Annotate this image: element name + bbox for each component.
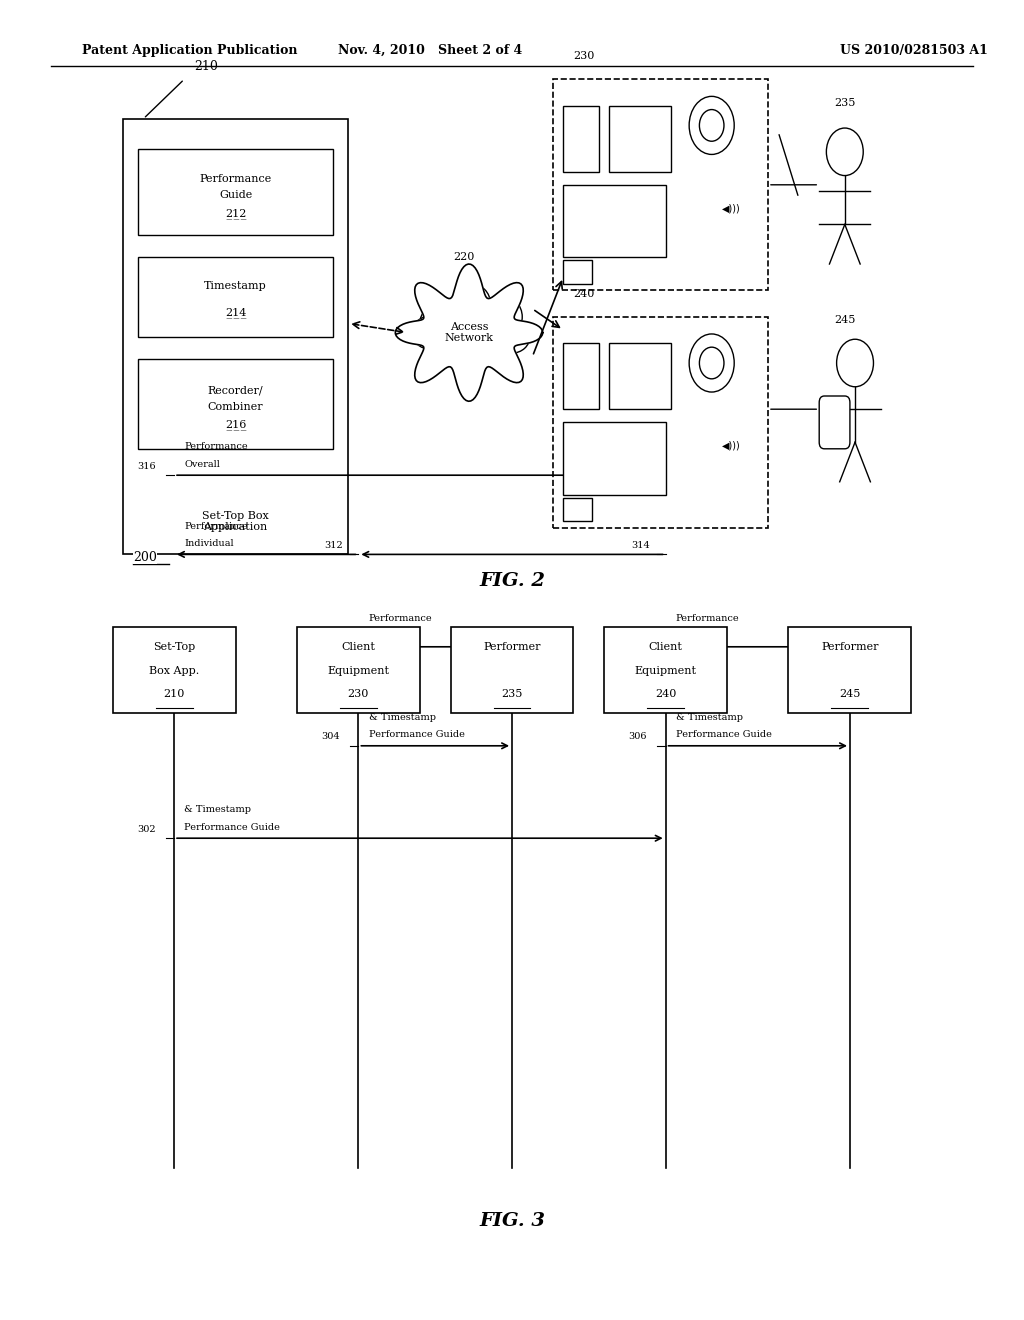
Text: FIG. 2: FIG. 2 [479, 572, 545, 590]
Text: 2̲1̲6̲: 2̲1̲6̲ [225, 420, 246, 430]
Text: Box App.: Box App. [148, 665, 200, 676]
Text: & Timestamp: & Timestamp [369, 713, 435, 722]
Text: Performance: Performance [369, 614, 432, 623]
FancyBboxPatch shape [609, 343, 671, 409]
Text: 200: 200 [133, 550, 157, 564]
Circle shape [837, 339, 873, 387]
Text: Performance: Performance [200, 174, 271, 183]
Text: Individual: Individual [369, 631, 418, 640]
FancyBboxPatch shape [563, 260, 592, 284]
Ellipse shape [436, 327, 475, 364]
Circle shape [699, 110, 724, 141]
Text: ◀))): ◀))) [722, 203, 740, 214]
Text: Recorder/: Recorder/ [208, 385, 263, 396]
Text: US 2010/0281503 A1: US 2010/0281503 A1 [840, 44, 987, 57]
FancyBboxPatch shape [563, 185, 666, 257]
Text: 306: 306 [629, 733, 647, 742]
Text: Performance: Performance [184, 442, 248, 451]
Ellipse shape [420, 304, 461, 343]
Text: Performance Guide: Performance Guide [676, 730, 772, 739]
Text: 314: 314 [632, 541, 650, 550]
Text: Performer: Performer [483, 642, 541, 652]
Circle shape [826, 128, 863, 176]
Text: & Timestamp: & Timestamp [184, 805, 251, 814]
FancyBboxPatch shape [563, 498, 592, 521]
FancyBboxPatch shape [553, 317, 768, 528]
Text: 312: 312 [325, 541, 343, 550]
Ellipse shape [494, 319, 530, 354]
Text: 235: 235 [502, 689, 522, 700]
FancyBboxPatch shape [563, 106, 599, 172]
Text: Individual: Individual [184, 539, 233, 548]
Text: 230: 230 [573, 51, 595, 62]
Text: Performance Guide: Performance Guide [184, 822, 281, 832]
Ellipse shape [481, 296, 522, 338]
Text: Equipment: Equipment [328, 665, 389, 676]
Text: 240: 240 [655, 689, 676, 700]
Text: 235: 235 [835, 98, 856, 108]
Text: Performance: Performance [676, 614, 739, 623]
Text: 302: 302 [137, 825, 156, 834]
Text: 240: 240 [573, 289, 595, 300]
Text: ◀))): ◀))) [722, 441, 740, 451]
Text: Performer: Performer [821, 642, 879, 652]
Text: FIG. 3: FIG. 3 [479, 1212, 545, 1230]
Text: 316: 316 [137, 462, 156, 471]
FancyBboxPatch shape [563, 422, 666, 495]
Text: Individual: Individual [676, 631, 725, 640]
Text: 310: 310 [816, 634, 835, 643]
Text: 245: 245 [840, 689, 860, 700]
Text: Combiner: Combiner [208, 401, 263, 412]
FancyBboxPatch shape [609, 106, 671, 172]
Polygon shape [395, 264, 543, 401]
Text: Guide: Guide [219, 190, 252, 199]
Text: Equipment: Equipment [635, 665, 696, 676]
Text: Client: Client [648, 642, 683, 652]
Text: 2̲1̲2̲: 2̲1̲2̲ [225, 207, 246, 219]
Ellipse shape [465, 323, 508, 363]
Text: Performance: Performance [184, 521, 248, 531]
Text: Set-Top: Set-Top [153, 642, 196, 652]
Text: Set-Top Box
Application: Set-Top Box Application [202, 511, 269, 532]
FancyBboxPatch shape [297, 627, 420, 713]
FancyBboxPatch shape [604, 627, 727, 713]
Text: 230: 230 [348, 689, 369, 700]
FancyBboxPatch shape [138, 149, 333, 235]
Text: Performance Guide: Performance Guide [369, 730, 465, 739]
FancyBboxPatch shape [553, 79, 768, 290]
Text: 220: 220 [454, 252, 475, 263]
FancyBboxPatch shape [138, 257, 333, 337]
Text: Timestamp: Timestamp [204, 281, 267, 292]
Circle shape [699, 347, 724, 379]
FancyBboxPatch shape [113, 627, 236, 713]
Ellipse shape [412, 315, 449, 348]
FancyBboxPatch shape [788, 627, 911, 713]
Text: 210: 210 [164, 689, 184, 700]
Text: 308: 308 [478, 634, 497, 643]
Text: Nov. 4, 2010   Sheet 2 of 4: Nov. 4, 2010 Sheet 2 of 4 [338, 44, 522, 57]
FancyBboxPatch shape [138, 359, 333, 449]
Text: 245: 245 [835, 315, 856, 326]
Text: 210: 210 [195, 59, 218, 73]
Text: 304: 304 [322, 733, 340, 742]
Text: Access
Network: Access Network [444, 322, 494, 343]
FancyBboxPatch shape [819, 396, 850, 449]
Ellipse shape [452, 284, 490, 323]
Text: Overall: Overall [184, 459, 220, 469]
FancyBboxPatch shape [123, 119, 348, 554]
Circle shape [689, 334, 734, 392]
FancyBboxPatch shape [563, 343, 599, 409]
Text: Patent Application Publication: Patent Application Publication [82, 44, 297, 57]
Circle shape [689, 96, 734, 154]
Text: & Timestamp: & Timestamp [676, 713, 742, 722]
FancyBboxPatch shape [451, 627, 573, 713]
Text: Client: Client [341, 642, 376, 652]
Text: 2̲1̲4̲: 2̲1̲4̲ [225, 308, 246, 318]
